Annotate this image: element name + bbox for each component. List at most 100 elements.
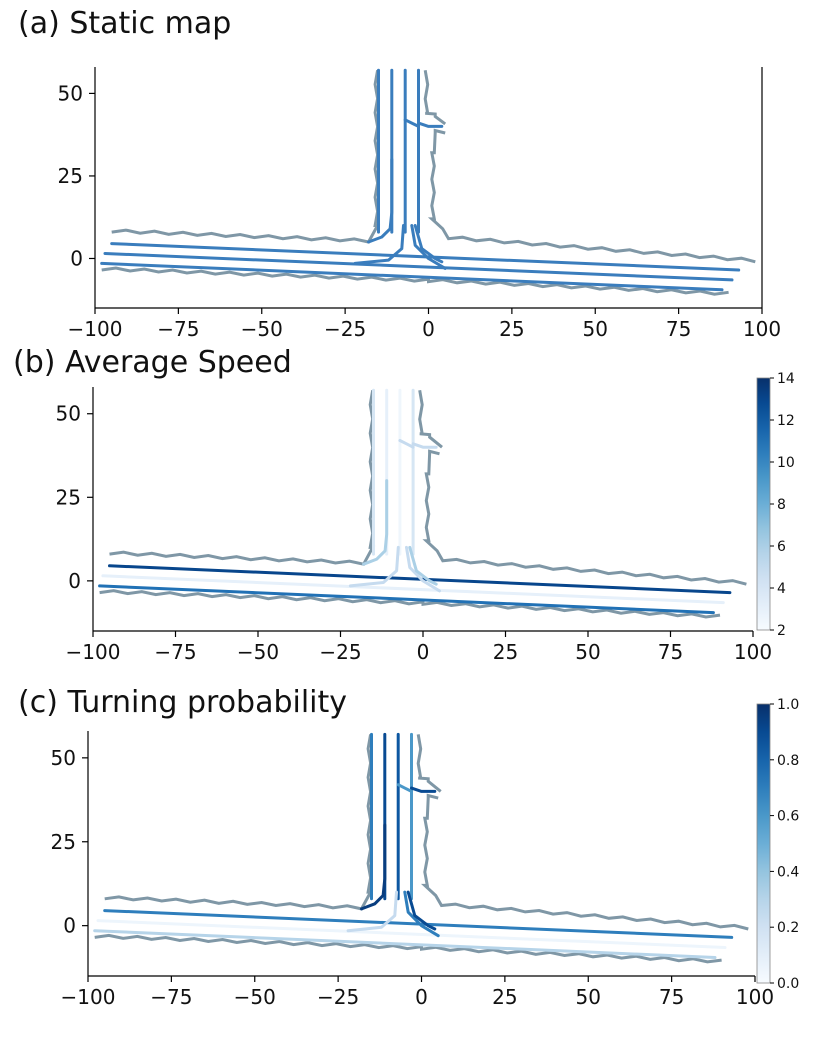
static-map-chart: −100 −75 −50 −25 0 25 50 75 100 0 25 50 <box>58 67 781 341</box>
x-tick-label: −50 <box>241 317 283 341</box>
x-tick-label: −25 <box>317 985 359 1009</box>
y-tick-label: 50 <box>58 81 83 105</box>
lane-boundaries <box>101 70 756 296</box>
colorbar-tick-label: 0.6 <box>777 809 799 825</box>
lane-line <box>403 118 420 128</box>
y-tick-label: 25 <box>56 485 81 509</box>
lane-boundary <box>418 390 443 449</box>
x-tick-label: −100 <box>66 640 121 664</box>
lane-line <box>367 157 394 244</box>
panel-static-map: (a) Static map −100 −75 −50 −25 0 25 50 75 100 0 2… <box>0 0 821 345</box>
lane-line <box>405 545 441 593</box>
lane-line <box>353 224 405 265</box>
lane-line <box>96 919 727 949</box>
average-speed-chart: −100 −75 −50 −25 0 25 50 75 100 0 25 50 2 4 6 8 10 12 14 <box>56 371 795 664</box>
x-tick-label: −100 <box>68 317 123 341</box>
lane-boundary <box>104 734 374 911</box>
lane-boundary <box>99 589 721 619</box>
y-tick-label: 0 <box>70 246 83 270</box>
panel-turning-probability: (c) Turning probability −100 −75 −50 −25 0 25… <box>0 685 821 1037</box>
panel-title: (b) Average Speed <box>13 345 292 380</box>
lane-line <box>411 442 438 449</box>
colorbar-tick-label: 10 <box>777 455 795 471</box>
x-tick-label: 100 <box>734 640 772 664</box>
x-tick-label: 25 <box>499 317 524 341</box>
lane-boundaries <box>94 734 749 964</box>
lane-line <box>348 545 400 588</box>
colorbar-gradient <box>756 703 771 984</box>
x-tick-label: 100 <box>743 317 781 341</box>
x-tick-label: −50 <box>237 640 279 664</box>
y-tick-label: 50 <box>51 746 76 770</box>
x-tick-label: 50 <box>575 640 600 664</box>
lane-line <box>103 252 734 282</box>
axes: −100 −75 −50 −25 0 25 50 75 100 0 25 50 <box>58 67 781 341</box>
panel-title: (a) Static map <box>18 6 232 41</box>
x-tick-label: −75 <box>150 985 192 1009</box>
lane-line <box>417 121 444 128</box>
y-tick-label: 0 <box>63 914 76 938</box>
x-tick-label: 50 <box>576 985 601 1009</box>
lane-line <box>101 574 725 605</box>
lane-boundary <box>427 128 756 264</box>
colorbar-tick-label: 0.0 <box>777 976 799 992</box>
colorbar-tick-label: 6 <box>777 539 786 555</box>
lane-boundary <box>109 390 376 566</box>
x-tick-label: 75 <box>659 985 684 1009</box>
x-tick-label: 100 <box>736 985 774 1009</box>
lane-centerlines <box>93 732 734 959</box>
lane-boundaries <box>99 390 747 619</box>
x-tick-label: 0 <box>417 640 430 664</box>
y-tick-label: 0 <box>68 569 81 593</box>
lane-line <box>403 890 440 938</box>
lane-line <box>396 783 413 793</box>
x-tick-label: 75 <box>658 640 683 664</box>
x-tick-label: 0 <box>422 317 435 341</box>
lane-line <box>398 439 415 449</box>
x-tick-label: −75 <box>154 640 196 664</box>
panel-average-speed: (b) Average Speed −100 −75 −50 −25 0 25 50 75 10… <box>0 345 821 685</box>
x-tick-label: −75 <box>157 317 199 341</box>
lane-line <box>98 584 715 615</box>
lane-boundary <box>94 933 722 964</box>
colorbar: 0.0 0.2 0.4 0.6 0.8 1.0 <box>756 697 799 992</box>
colorbar-tick-label: 14 <box>777 371 795 387</box>
x-tick-label: −25 <box>324 317 366 341</box>
y-tick-label: 25 <box>51 830 76 854</box>
x-tick-label: −50 <box>234 985 276 1009</box>
lane-boundary <box>420 793 749 931</box>
panel-title: (c) Turning probability <box>18 685 348 720</box>
lane-centerlines <box>100 68 741 292</box>
lane-line <box>413 224 444 264</box>
x-tick-label: 75 <box>666 317 691 341</box>
turning-probability-chart: −100 −75 −50 −25 0 25 50 75 100 0 25 50 0.0 0.2 0.4 0.6… <box>51 697 800 1009</box>
x-tick-label: −25 <box>319 640 361 664</box>
lane-line <box>100 261 724 292</box>
colorbar-tick-label: 12 <box>777 413 795 429</box>
colorbar-tick-label: 2 <box>777 623 786 639</box>
lane-line <box>93 929 717 959</box>
x-tick-label: 25 <box>492 985 517 1009</box>
colorbar-tick-label: 8 <box>777 497 786 513</box>
lane-line <box>410 786 437 793</box>
lane-line <box>410 224 447 270</box>
lane-boundary <box>422 449 747 586</box>
y-tick-label: 25 <box>58 164 83 188</box>
lane-boundary <box>423 70 447 126</box>
lane-line <box>346 890 398 933</box>
colorbar-tick-label: 0.2 <box>777 920 799 936</box>
colorbar-tick-label: 0.4 <box>777 864 799 880</box>
x-tick-label: 0 <box>415 985 428 1009</box>
x-tick-label: −100 <box>61 985 116 1009</box>
y-tick-label: 50 <box>56 402 81 426</box>
lane-boundary <box>416 734 442 793</box>
lane-line <box>362 479 389 566</box>
colorbar-tick-label: 4 <box>777 581 786 597</box>
lane-boundary <box>101 266 729 296</box>
colorbar: 2 4 6 8 10 12 14 <box>756 371 795 639</box>
colorbar-gradient <box>756 377 771 631</box>
lane-line <box>406 890 437 931</box>
colorbar-tick-label: 0.8 <box>777 753 799 769</box>
x-tick-label: 50 <box>583 317 608 341</box>
lane-line <box>360 823 387 911</box>
